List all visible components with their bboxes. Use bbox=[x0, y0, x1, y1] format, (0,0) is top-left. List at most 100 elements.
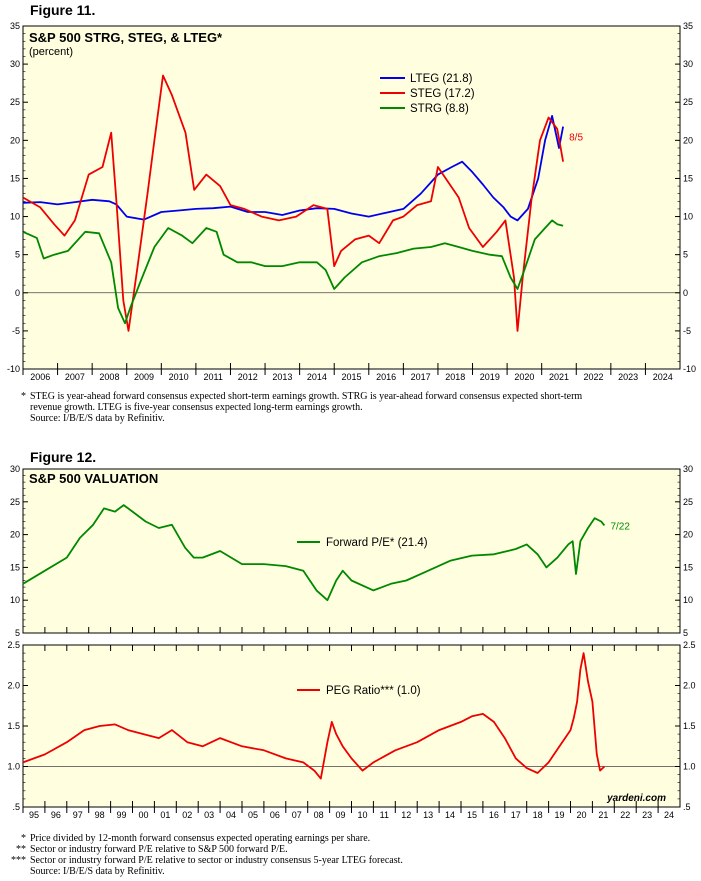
x-tick-label: 95 bbox=[29, 810, 39, 820]
figure-11-label: Figure 11. bbox=[30, 2, 96, 18]
y-tick-label-right: 30 bbox=[683, 59, 693, 69]
footnote-text: Sector or industry forward P/E relative … bbox=[30, 855, 403, 866]
figure-12-footnotes: * Price divided by 12-month forward conse… bbox=[4, 833, 694, 877]
footnote-line: ** Sector or industry forward P/E relativ… bbox=[4, 844, 694, 855]
chart-strg-steg-lteg: S&P 500 STRG, STEG, & LTEG* (percent) 8/… bbox=[7, 21, 696, 382]
series-line-peg-ratio bbox=[22, 652, 606, 780]
y-tick-label-right: 25 bbox=[683, 497, 693, 507]
y-tick-label-right: 10 bbox=[683, 595, 693, 605]
footnote-mark: *** bbox=[11, 855, 26, 866]
x-tick-label: 2017 bbox=[411, 372, 431, 382]
x-tick-label: 03 bbox=[204, 810, 214, 820]
x-tick-label: 02 bbox=[182, 810, 192, 820]
x-tick-label: 06 bbox=[270, 810, 280, 820]
y2-tick-label-left: 2.0 bbox=[7, 681, 20, 691]
x-tick-label: 07 bbox=[292, 810, 302, 820]
x-tick-label: 2024 bbox=[653, 372, 673, 382]
y-tick-label-right: 20 bbox=[683, 530, 693, 540]
figure-11-footnote: * STEG is year-ahead forward consensus ex… bbox=[4, 391, 694, 424]
x-tick-label: 2010 bbox=[169, 372, 189, 382]
x-tick-label: 00 bbox=[138, 810, 148, 820]
y-tick-label-left: 10 bbox=[10, 595, 20, 605]
latest-date-label: 7/22 bbox=[610, 521, 630, 532]
x-tick-label: 23 bbox=[642, 810, 652, 820]
x-tick-label: 08 bbox=[314, 810, 324, 820]
y-tick-label-right: 35 bbox=[683, 21, 693, 31]
y-tick-label-left: 20 bbox=[10, 135, 20, 145]
plot-area-bottom bbox=[22, 644, 681, 808]
x-tick-label: 2014 bbox=[307, 372, 327, 382]
y2-tick-label-left: 2.5 bbox=[7, 640, 20, 650]
x-tick-label: 96 bbox=[51, 810, 61, 820]
y-tick-label-right: 15 bbox=[683, 173, 693, 183]
y2-tick-label-right: 2.0 bbox=[683, 681, 696, 691]
x-tick-label: 2013 bbox=[272, 372, 292, 382]
footnote-mark: * bbox=[21, 391, 26, 402]
y-tick-label-left: 20 bbox=[10, 530, 20, 540]
x-tick-label: 19 bbox=[555, 810, 565, 820]
x-tick-label: 99 bbox=[117, 810, 127, 820]
footnote-line: STEG is year-ahead forward consensus exp… bbox=[30, 391, 583, 402]
x-tick-label: 2019 bbox=[480, 372, 500, 382]
x-tick-label: 2022 bbox=[584, 372, 604, 382]
y-tick-label-left: 35 bbox=[10, 21, 20, 31]
x-tick-label: 14 bbox=[445, 810, 455, 820]
x-tick-label: 2015 bbox=[341, 372, 361, 382]
x-tick-label: 98 bbox=[95, 810, 105, 820]
footnote-mark: ** bbox=[16, 844, 26, 855]
legend: LTEG (21.8) STEG (17.2) STRG (8.8) bbox=[380, 73, 475, 115]
x-tick-label: 97 bbox=[73, 810, 83, 820]
figure-12-label: Figure 12. bbox=[30, 449, 97, 465]
y-tick-label-left: 10 bbox=[10, 212, 20, 222]
x-tick-label: 01 bbox=[160, 810, 170, 820]
x-tick-label: 05 bbox=[248, 810, 258, 820]
x-tick-label: 2008 bbox=[99, 372, 119, 382]
x-tick-label: 2020 bbox=[514, 372, 534, 382]
series-line-lteg bbox=[22, 115, 564, 222]
legend-label: PEG Ratio*** (1.0) bbox=[326, 685, 421, 697]
footnote-line: revenue growth. LTEG is five-year consen… bbox=[30, 402, 363, 413]
x-tick-label: 20 bbox=[576, 810, 586, 820]
legend: Forward P/E* (21.4) PEG Ratio*** (1.0) bbox=[297, 537, 428, 697]
x-tick-label: 10 bbox=[357, 810, 367, 820]
legend-label: Forward P/E* (21.4) bbox=[326, 537, 428, 549]
y-tick-label-left: -5 bbox=[12, 326, 20, 336]
y-tick-label-left: 25 bbox=[10, 497, 20, 507]
y2-tick-label-right: 1.0 bbox=[683, 762, 696, 772]
x-tick-label: 2011 bbox=[204, 372, 223, 382]
y-tick-label-right: 25 bbox=[683, 97, 693, 107]
y-tick-label-left: 15 bbox=[10, 173, 20, 183]
x-tick-label: 2012 bbox=[238, 372, 258, 382]
x-tick-label: 21 bbox=[598, 810, 608, 820]
y-tick-label-right: 15 bbox=[683, 562, 693, 572]
footnote-line: Source: I/B/E/S data by Refinitiv. bbox=[4, 866, 694, 877]
x-tick-label: 2006 bbox=[30, 372, 50, 382]
series-line-strg bbox=[22, 219, 564, 325]
legend-label: STRG (8.8) bbox=[410, 103, 469, 115]
y-tick-label-right: -10 bbox=[683, 364, 696, 374]
y-tick-label-left: 0 bbox=[15, 288, 20, 298]
footnote-source: Source: I/B/E/S data by Refinitiv. bbox=[30, 866, 165, 877]
chart-title: S&P 500 STRG, STEG, & LTEG* bbox=[29, 30, 223, 45]
footnote-line: * Price divided by 12-month forward conse… bbox=[4, 833, 694, 844]
series-line-steg bbox=[22, 74, 564, 332]
y2-tick-label-right: 1.5 bbox=[683, 721, 696, 731]
y2-tick-label-left: 1.0 bbox=[7, 762, 20, 772]
y-tick-label-left: 25 bbox=[10, 97, 20, 107]
x-tick-label: 24 bbox=[664, 810, 674, 820]
x-tick-label: 12 bbox=[401, 810, 411, 820]
y-tick-label-left: 5 bbox=[15, 628, 20, 638]
y-tick-label-right: -5 bbox=[683, 326, 691, 336]
footnote-text: Sector or industry forward P/E relative … bbox=[30, 844, 288, 855]
plot-area bbox=[22, 25, 681, 370]
x-tick-label: 22 bbox=[620, 810, 630, 820]
x-tick-label: 17 bbox=[511, 810, 521, 820]
x-tick-label: 09 bbox=[336, 810, 346, 820]
x-tick-label: 2007 bbox=[65, 372, 85, 382]
y2-tick-label-right: 2.5 bbox=[683, 640, 696, 650]
y-tick-label-left: 15 bbox=[10, 562, 20, 572]
x-tick-label: 04 bbox=[226, 810, 236, 820]
x-tick-label: 15 bbox=[467, 810, 477, 820]
y-tick-label-right: 0 bbox=[683, 288, 688, 298]
x-tick-label: 16 bbox=[489, 810, 499, 820]
